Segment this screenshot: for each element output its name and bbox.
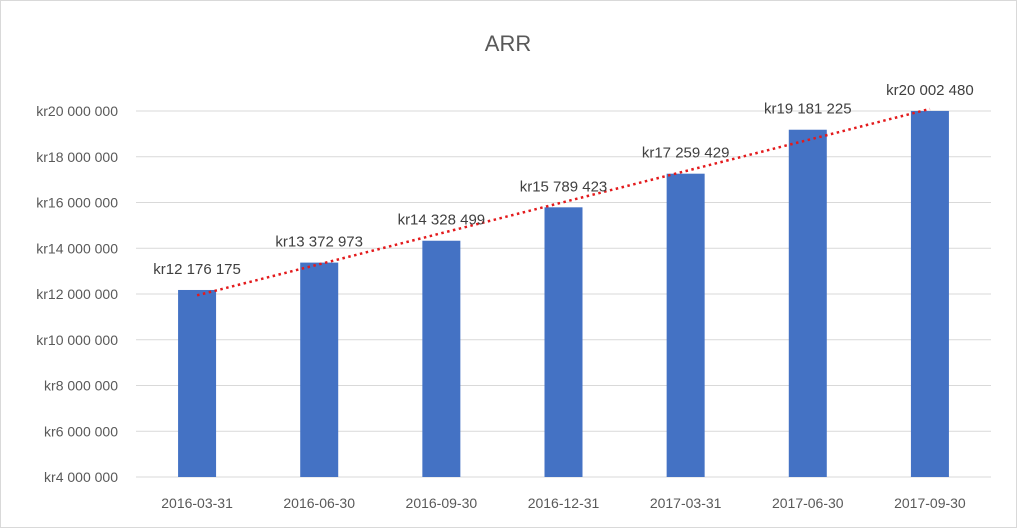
bar (544, 207, 583, 477)
x-tick-label: 2016-12-31 (528, 495, 600, 511)
y-tick-label: kr10 000 000 (36, 332, 118, 348)
data-label: kr14 328 499 (398, 212, 486, 229)
chart-title: ARR (485, 31, 531, 56)
y-axis: kr4 000 000 kr6 000 000 kr8 000 000 kr10 00… (36, 103, 118, 485)
bar (422, 240, 461, 477)
y-tick-label: kr16 000 000 (36, 195, 118, 211)
trendline (196, 107, 931, 297)
trendline-group (196, 107, 931, 297)
bar (300, 262, 339, 477)
data-label: kr19 181 225 (764, 101, 852, 118)
data-label: kr12 176 175 (153, 261, 241, 278)
y-tick-label: kr14 000 000 (36, 240, 118, 256)
y-tick-label: kr6 000 000 (44, 423, 118, 439)
bar (788, 129, 827, 477)
bars (178, 110, 949, 478)
y-tick-label: kr18 000 000 (36, 149, 118, 165)
x-tick-label: 2016-09-30 (406, 495, 478, 511)
y-tick-label: kr12 000 000 (36, 286, 118, 302)
x-tick-label: 2017-03-31 (650, 495, 722, 511)
data-label: kr20 002 480 (886, 82, 974, 99)
x-tick-label: 2017-06-30 (772, 495, 844, 511)
data-label: kr17 259 429 (642, 145, 730, 162)
bar (178, 289, 217, 477)
y-tick-label: kr8 000 000 (44, 378, 118, 394)
data-labels: kr12 176 175 kr13 372 973 kr14 328 499 kr15… (153, 82, 973, 278)
x-tick-label: 2016-06-30 (283, 495, 355, 511)
bar (910, 110, 949, 477)
data-label: kr13 372 973 (275, 234, 363, 251)
data-label: kr15 789 423 (520, 178, 608, 195)
y-tick-label: kr20 000 000 (36, 103, 118, 119)
bar (666, 173, 705, 478)
x-tick-label: 2017-09-30 (894, 495, 966, 511)
y-tick-label: kr4 000 000 (44, 469, 118, 485)
x-tick-label: 2016-03-31 (161, 495, 233, 511)
x-axis: 2016-03-31 2016-06-30 2016-09-30 2016-12-31… (161, 495, 966, 511)
